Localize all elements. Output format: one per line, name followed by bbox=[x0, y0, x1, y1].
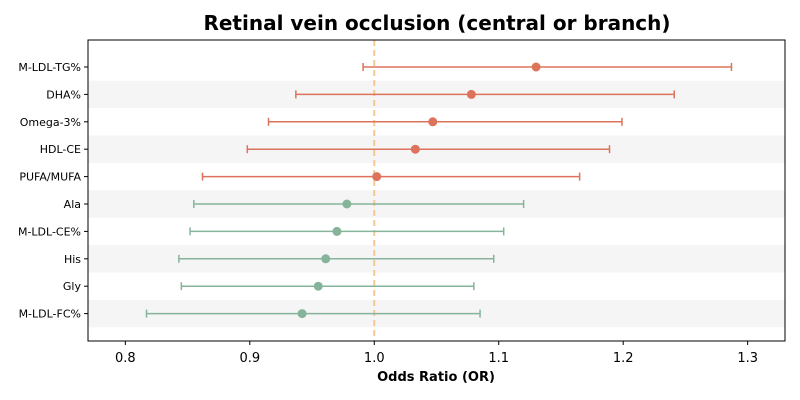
marks bbox=[145, 62, 733, 319]
x-tick-label: 0.9 bbox=[239, 351, 260, 366]
y-tick-label: M-LDL-FC% bbox=[19, 308, 81, 321]
x-axis: 0.8 0.9 1.0 1.1 1.2 1.3 bbox=[115, 341, 758, 366]
or-point bbox=[332, 226, 342, 236]
or-point bbox=[531, 62, 541, 72]
x-axis-label: Odds Ratio (OR) bbox=[377, 370, 495, 385]
or-point bbox=[410, 144, 420, 154]
chart-title: Retinal vein occlusion (central or branc… bbox=[203, 11, 670, 35]
y-tick-label: Omega-3% bbox=[20, 116, 81, 129]
y-tick-label: M-LDL-CE% bbox=[18, 225, 81, 238]
y-tick-label: Gly bbox=[63, 280, 82, 293]
y-tick-label: PUFA/MUFA bbox=[19, 171, 81, 184]
or-point bbox=[297, 309, 307, 319]
x-tick-label: 0.8 bbox=[115, 351, 136, 366]
y-tick-label: M-LDL-TG% bbox=[18, 61, 81, 74]
plot-frame bbox=[87, 39, 786, 342]
y-tick-label: DHA% bbox=[46, 88, 81, 101]
or-point bbox=[372, 172, 382, 182]
or-point bbox=[342, 199, 352, 209]
y-tick-label: HDL-CE bbox=[40, 143, 81, 156]
y-axis: M-LDL-TG% DHA% Omega-3% HDL-CE PUFA/MUFA Ala M… bbox=[18, 61, 88, 321]
y-tick-label: His bbox=[64, 253, 81, 266]
or-point bbox=[313, 281, 323, 291]
or-point bbox=[321, 254, 331, 264]
x-tick-label: 1.1 bbox=[488, 351, 509, 366]
or-point bbox=[466, 89, 476, 99]
x-tick-label: 1.2 bbox=[613, 351, 634, 366]
or-point bbox=[428, 117, 438, 127]
y-tick-label: Ala bbox=[64, 198, 81, 211]
x-tick-label: 1.0 bbox=[364, 351, 385, 366]
x-tick-label: 1.3 bbox=[737, 351, 758, 366]
